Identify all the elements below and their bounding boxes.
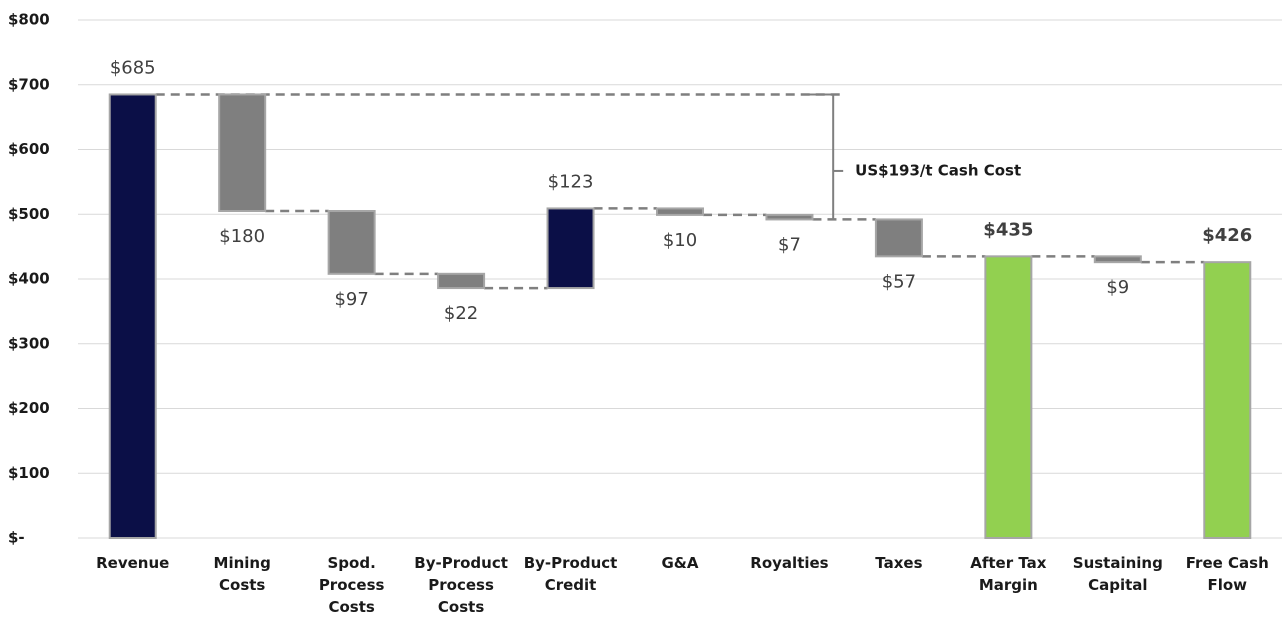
- data-label: $435: [983, 219, 1033, 240]
- x-tick-label: Spod. Process Costs: [318, 554, 385, 616]
- bar: [984, 255, 1033, 539]
- y-tick-label: $400: [8, 270, 50, 288]
- y-tick-label: $700: [8, 75, 50, 93]
- data-label: $10: [663, 230, 697, 251]
- data-label: $685: [110, 57, 156, 78]
- annotation: US$193/t Cash Cost: [855, 161, 1021, 179]
- x-tick-label: By-Product Process Costs: [414, 554, 508, 616]
- y-tick-label: $100: [8, 464, 50, 482]
- bar: [1203, 261, 1252, 539]
- bar: [437, 272, 486, 290]
- x-tick-label: Sustaining Capital: [1072, 554, 1163, 594]
- y-tick-label: $800: [8, 11, 50, 29]
- data-label: $22: [444, 303, 478, 324]
- data-label: $426: [1202, 225, 1252, 246]
- x-tick-label: By-Product Credit: [523, 554, 618, 594]
- bar: [218, 93, 267, 213]
- bar: [327, 210, 376, 275]
- data-label: $7: [778, 234, 801, 255]
- x-tick-label: G&A: [661, 554, 699, 572]
- x-tick-label: Taxes: [875, 554, 923, 572]
- x-tick-label: Mining Costs: [213, 554, 271, 594]
- bar: [108, 93, 157, 540]
- bar: [874, 218, 923, 258]
- x-tick-label: Free Cash Flow: [1185, 554, 1269, 594]
- y-tick-label: $500: [8, 205, 50, 223]
- data-label: $9: [1106, 277, 1129, 298]
- y-tick-label: $200: [8, 399, 50, 417]
- bar: [546, 207, 595, 290]
- x-tick-label: After Tax Margin: [970, 554, 1047, 594]
- y-tick-label: $-: [8, 529, 25, 547]
- data-label: $123: [548, 171, 594, 192]
- data-label: $57: [882, 271, 916, 292]
- y-tick-label: $600: [8, 140, 50, 158]
- data-label: $97: [334, 289, 368, 310]
- x-tick-label: Royalties: [750, 554, 829, 572]
- bar: [1093, 255, 1142, 264]
- bar: [656, 207, 704, 216]
- y-tick-label: $300: [8, 334, 50, 352]
- x-tick-label: Revenue: [96, 554, 170, 572]
- data-label: $180: [219, 226, 265, 247]
- bar: [765, 213, 814, 221]
